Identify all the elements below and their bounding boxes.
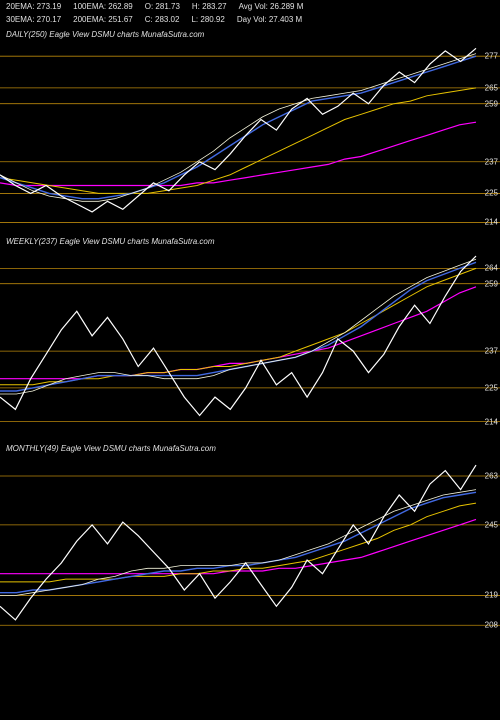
y-axis-label: 225 [485, 189, 498, 198]
y-axis-label: 219 [485, 591, 498, 600]
y-axis-label: 264 [485, 264, 498, 273]
series-price [0, 48, 476, 212]
y-axis-label: 265 [485, 83, 498, 92]
y-axis-label: 237 [485, 157, 498, 166]
stats-row-1: 20EMA: 273.19 100EMA: 262.89 O: 281.73 H… [0, 0, 500, 13]
chart-title: DAILY(250) Eagle View DSMU charts Munafa… [0, 26, 500, 43]
open-stat: O: 281.73 [145, 2, 180, 11]
y-axis-label: 214 [485, 218, 498, 227]
series-price [0, 256, 476, 415]
y-axis-label: 208 [485, 621, 498, 630]
chart-panel: 263 245 219 208 [0, 457, 500, 647]
series-ema30 [0, 262, 476, 391]
ema30-stat: 30EMA: 270.17 [6, 15, 61, 24]
chart-panels: DAILY(250) Eagle View DSMU charts Munafa… [0, 26, 500, 647]
high-stat: H: 283.27 [192, 2, 227, 11]
chart-title: MONTHLY(49) Eagle View DSMU charts Munaf… [0, 440, 500, 457]
y-axis-label: 259 [485, 99, 498, 108]
series-ema20 [0, 259, 476, 394]
chart-title: WEEKLY(237) Eagle View DSMU charts Munaf… [0, 233, 500, 250]
dayvol-stat: Day Vol: 27.403 M [237, 15, 302, 24]
y-axis-label: 225 [485, 383, 498, 392]
ema200-stat: 200EMA: 251.67 [73, 15, 133, 24]
chart-svg [0, 250, 500, 440]
y-axis-label: 245 [485, 520, 498, 529]
y-axis-label: 259 [485, 279, 498, 288]
chart-svg [0, 43, 500, 233]
low-stat: L: 280.92 [191, 15, 224, 24]
chart-panel: 277 265 259 237 225 214 [0, 43, 500, 233]
y-axis-label: 214 [485, 417, 498, 426]
y-axis-label: 263 [485, 472, 498, 481]
series-ema200 [0, 122, 476, 185]
ema100-stat: 100EMA: 262.89 [73, 2, 133, 11]
ema20-stat: 20EMA: 273.19 [6, 2, 61, 11]
chart-svg [0, 457, 500, 647]
series-ema30 [0, 56, 476, 199]
stats-row-2: 30EMA: 270.17 200EMA: 251.67 C: 283.02 L… [0, 13, 500, 26]
y-axis-label: 277 [485, 52, 498, 61]
y-axis-label: 237 [485, 347, 498, 356]
chart-panel: 264 259 237 225 214 [0, 250, 500, 440]
avgvol-stat: Avg Vol: 26.289 M [239, 2, 304, 11]
close-stat: C: 283.02 [145, 15, 180, 24]
